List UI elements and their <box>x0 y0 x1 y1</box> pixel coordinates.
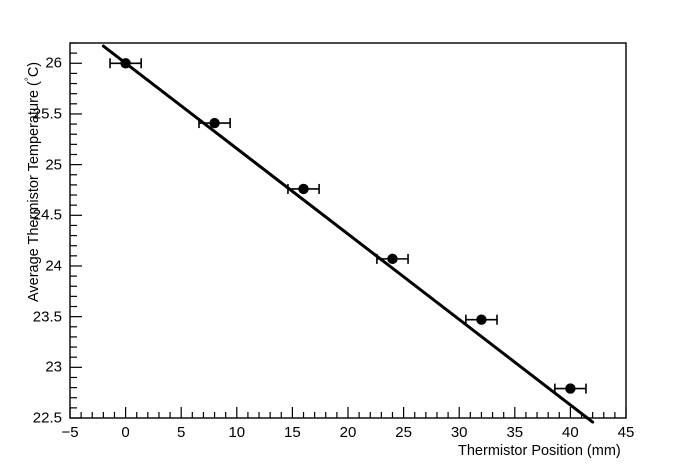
x-tick-label: 15 <box>284 424 301 441</box>
degree-symbol: ° <box>24 77 36 82</box>
x-axis-ticks <box>69 407 627 418</box>
y-axis-title-suffix: C) <box>26 61 42 78</box>
y-tick-label: 23.5 <box>32 308 62 326</box>
y-tick-label: 25 <box>45 156 62 174</box>
x-axis-title: Thermistor Position (mm) <box>458 443 621 459</box>
x-tick-label: 25 <box>395 424 412 441</box>
data-points <box>120 58 576 394</box>
x-tick-label: 40 <box>562 424 579 441</box>
error-bars <box>109 58 587 394</box>
y-axis-title-prefix: Average Thermistor Temperature ( <box>26 81 42 302</box>
y-tick-label: 22.5 <box>32 409 62 427</box>
y-tick-label: 24.5 <box>32 206 62 224</box>
x-tick-label: 0 <box>121 424 130 441</box>
y-tick-label: 26 <box>45 54 62 72</box>
y-axis-title: Average Thermistor Temperature (°C) <box>24 61 42 302</box>
x-tick-label: 45 <box>617 424 635 441</box>
fit-line <box>101 44 595 424</box>
x-tick-label: 35 <box>506 424 524 441</box>
x-tick-label: 5 <box>177 424 186 441</box>
y-axis-ticks <box>70 42 82 419</box>
x-tick-label: 10 <box>228 424 246 441</box>
axis-frame <box>69 42 627 419</box>
x-tick-label: −5 <box>61 424 79 441</box>
y-tick-label: 24 <box>45 257 62 275</box>
y-tick-label: 25.5 <box>32 105 62 123</box>
y-tick-label: 23 <box>45 358 62 376</box>
x-tick-label: 30 <box>450 424 468 441</box>
x-tick-label: 20 <box>339 424 357 441</box>
